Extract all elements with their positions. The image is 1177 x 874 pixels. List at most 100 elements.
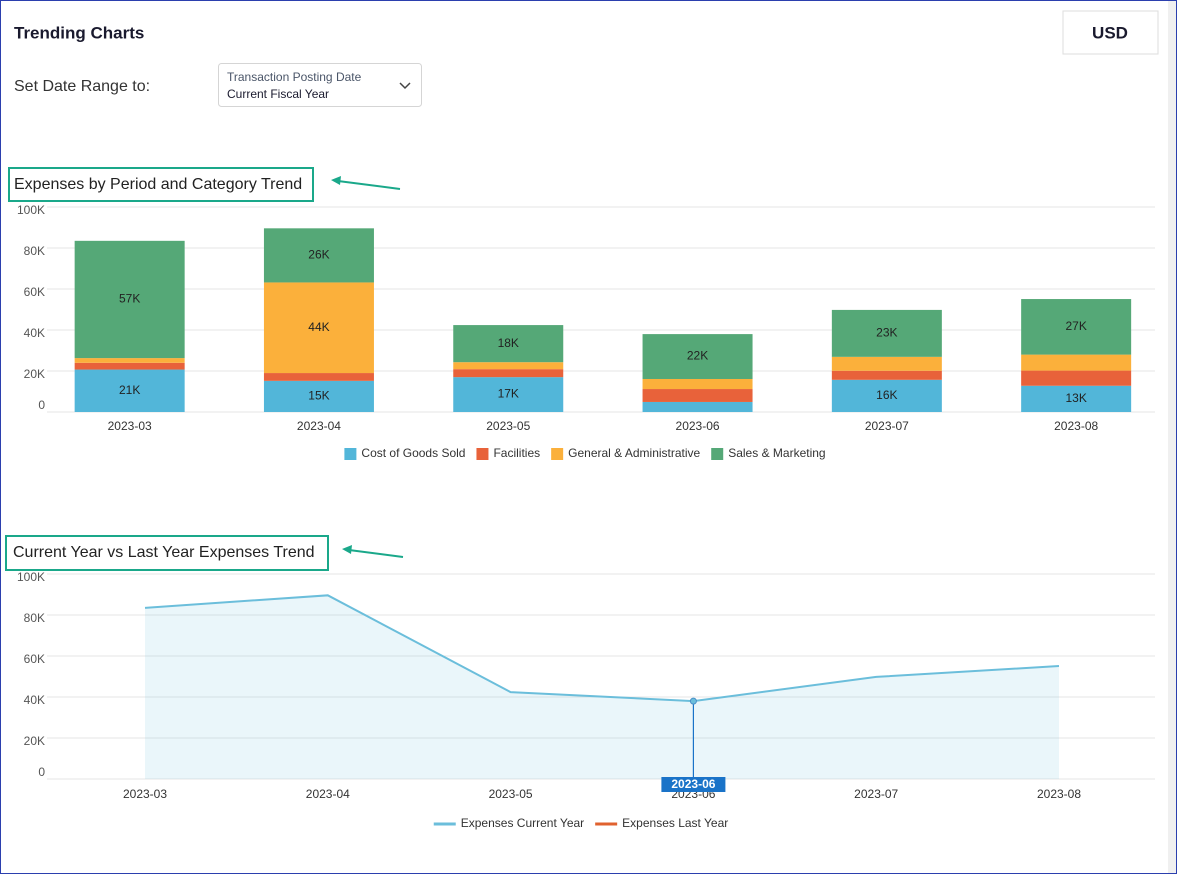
legend-item: Expenses Last Year bbox=[595, 816, 728, 830]
y-tick-label: 100K bbox=[17, 570, 45, 584]
chart-title: Current Year vs Last Year Expenses Trend bbox=[13, 544, 315, 561]
bar-segment bbox=[263, 282, 374, 374]
y-tick-label: 0 bbox=[38, 398, 45, 412]
legend-label: Expenses Current Year bbox=[461, 816, 584, 830]
value-label: 21K bbox=[119, 383, 140, 397]
button-box[interactable] bbox=[1062, 10, 1159, 55]
value-label: 18K bbox=[498, 336, 519, 350]
legend-item: General & Administrative bbox=[551, 446, 701, 460]
value-label: 17K bbox=[498, 387, 519, 401]
value-label: 22K bbox=[687, 349, 708, 363]
bar-segment bbox=[74, 362, 185, 370]
y-tick-label: 0 bbox=[38, 765, 45, 779]
dropdown-box[interactable] bbox=[218, 63, 422, 107]
legend-swatch bbox=[476, 448, 489, 460]
legend-swatch bbox=[551, 448, 564, 460]
x-tick-label: 2023-07 bbox=[865, 419, 909, 433]
x-tick-label: 2023-03 bbox=[123, 787, 167, 801]
bar-segment bbox=[453, 369, 564, 378]
hover-point bbox=[689, 697, 697, 705]
crosshair-label: 2023-06 bbox=[671, 777, 715, 791]
legend-item: Cost of Goods Sold bbox=[344, 446, 465, 460]
legend-swatch bbox=[711, 448, 724, 460]
bar-segment bbox=[263, 373, 374, 381]
arrow-head bbox=[331, 176, 341, 185]
y-tick-label: 60K bbox=[24, 285, 45, 299]
y-tick-label: 20K bbox=[24, 734, 45, 748]
x-tick-label: 2023-08 bbox=[1054, 419, 1098, 433]
bar-segment bbox=[453, 325, 564, 363]
bar-segment bbox=[642, 378, 753, 390]
bar-segment bbox=[1021, 299, 1132, 355]
page-title: Trending Charts bbox=[14, 23, 144, 42]
y-tick-label: 20K bbox=[24, 367, 45, 381]
chart: 0 20K 40K 60K 80K 100K 2023-03 2023-04 2023-05 20… bbox=[17, 570, 1155, 830]
legend-label: Expenses Last Year bbox=[622, 816, 728, 830]
legend-label: Cost of Goods Sold bbox=[361, 446, 465, 460]
line bbox=[144, 594, 1060, 703]
chart-title: Expenses by Period and Category Trend bbox=[14, 176, 302, 193]
arrow-shaft bbox=[337, 180, 401, 190]
dropdown-field[interactable]: Transaction Posting Date bbox=[227, 70, 362, 84]
x-tick-label: 2023-08 bbox=[1037, 787, 1081, 801]
bar-segment bbox=[453, 362, 564, 370]
bar-segment bbox=[263, 228, 374, 283]
y-tick-label: 40K bbox=[24, 326, 45, 340]
arrow bbox=[331, 176, 401, 190]
value-label: 16K bbox=[876, 388, 897, 402]
value-label: 23K bbox=[876, 326, 897, 340]
x-tick-label: 2023-05 bbox=[486, 419, 530, 433]
bar-segment bbox=[74, 358, 185, 363]
x-tick-label: 2023-05 bbox=[489, 787, 533, 801]
currency-label[interactable]: USD bbox=[1092, 23, 1128, 42]
x-tick-label: 2023-03 bbox=[108, 419, 152, 433]
dropdown-value[interactable]: Current Fiscal Year bbox=[227, 87, 329, 101]
y-tick-label: 80K bbox=[24, 611, 45, 625]
bar-segment bbox=[831, 309, 942, 357]
bar-segment bbox=[263, 380, 374, 412]
bar-segment bbox=[831, 379, 942, 412]
area bbox=[145, 595, 1059, 779]
value-label: 26K bbox=[308, 248, 329, 262]
chart: 0 20K 40K 60K 80K 100K 2023-03 2023-04 2023-05 20… bbox=[17, 203, 1155, 460]
legend-item: Sales & Marketing bbox=[711, 446, 826, 460]
value-label: 57K bbox=[119, 292, 140, 306]
bar-segment bbox=[642, 334, 753, 379]
bar-segment bbox=[642, 401, 753, 412]
bar-segment bbox=[831, 356, 942, 371]
value-label: 15K bbox=[308, 389, 329, 403]
legend: Cost of Goods Sold Facilities General & Ad… bbox=[344, 446, 826, 460]
bar-segment bbox=[1021, 354, 1132, 371]
chevron[interactable] bbox=[399, 82, 411, 90]
legend-item: Expenses Current Year bbox=[433, 816, 584, 830]
date-dropdown[interactable]: Transaction Posting Date Current Fiscal … bbox=[218, 63, 422, 107]
title-highlight bbox=[8, 167, 314, 202]
legend: Expenses Current Year Expenses Last Year bbox=[433, 816, 728, 830]
currency-button[interactable]: USD bbox=[1062, 10, 1159, 55]
bar-segment bbox=[1021, 370, 1132, 386]
legend-label: Facilities bbox=[493, 446, 540, 460]
x-tick-label: 2023-04 bbox=[306, 787, 350, 801]
title-highlight bbox=[5, 535, 329, 571]
bar-segment bbox=[74, 240, 185, 359]
bar-segment bbox=[1021, 385, 1132, 412]
x-tick-label: 2023-04 bbox=[297, 419, 341, 433]
bar-segment bbox=[642, 389, 753, 402]
x-tick-label: 2023-07 bbox=[854, 787, 898, 801]
y-tick-label: 100K bbox=[17, 203, 45, 217]
value-label: 27K bbox=[1065, 319, 1086, 333]
x-tick-label: 2023-06 bbox=[676, 419, 720, 433]
legend-label: Sales & Marketing bbox=[728, 446, 825, 460]
y-tick-label: 40K bbox=[24, 693, 45, 707]
legend-item: Facilities bbox=[476, 446, 540, 460]
date-range-label: Set Date Range to: bbox=[14, 78, 150, 95]
y-tick-label: 80K bbox=[24, 244, 45, 258]
arrow-head bbox=[342, 545, 352, 554]
value-label: 44K bbox=[308, 320, 329, 334]
bar-segment bbox=[453, 377, 564, 412]
bar-segment bbox=[831, 370, 942, 380]
arrow-shaft bbox=[348, 549, 404, 558]
